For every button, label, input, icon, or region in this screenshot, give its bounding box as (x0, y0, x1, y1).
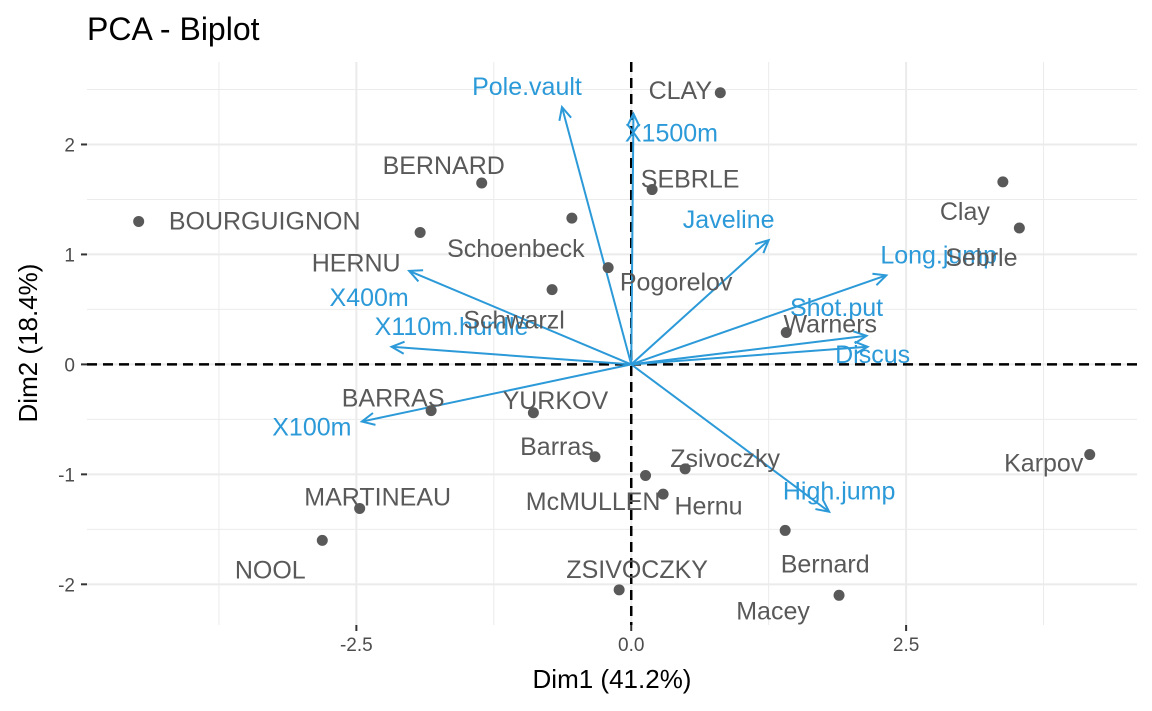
point-schwarzl (546, 284, 558, 296)
individual-label: BARRAS (342, 385, 445, 413)
x-tick-label: 2.5 (893, 635, 919, 656)
arrow-head (558, 104, 572, 122)
point-barras (425, 405, 437, 417)
point-zsivoczky (613, 584, 625, 596)
point-schoenbeck (566, 212, 578, 224)
point-clay (997, 176, 1009, 188)
individual-label: Pogorelov (620, 269, 733, 297)
point-karpov (1084, 449, 1096, 461)
variable-label: X400m (330, 284, 409, 312)
x-axis-title: Dim1 (41.2%) (533, 664, 692, 694)
variable-label: High.jump (783, 478, 896, 506)
point-mcmullen (657, 488, 669, 500)
arrow-javeline (630, 239, 770, 366)
arrow-head (626, 111, 641, 127)
x-tick-label: 0.0 (618, 635, 644, 656)
point-pogorelov (602, 262, 614, 274)
point-hernu (640, 469, 652, 481)
arrow-head (854, 340, 870, 355)
arrow-head (872, 272, 889, 286)
arrow-long-jump (630, 274, 887, 366)
variable-label: X100m (272, 414, 351, 442)
point-martineau (354, 502, 366, 514)
individual-label: McMULLEN (526, 488, 661, 516)
point-bourguignon (133, 215, 145, 227)
individual-label: CLAY (649, 77, 713, 105)
variable-label: Long.jump (880, 241, 997, 269)
variable-label: Discus (835, 341, 910, 369)
chart-title: PCA - Biplot (87, 11, 260, 47)
arrow-shot-put (631, 334, 867, 366)
individual-label: Zsivoczky (670, 445, 780, 473)
arrow-head (389, 340, 405, 355)
y-tick-label: -2 (58, 575, 75, 596)
point-barras (589, 451, 601, 463)
y-axis-title: Dim2 (18.4%) (13, 264, 43, 423)
y-axis: -2 -1 0 1 2 (58, 135, 87, 596)
individual-label: Warners (784, 311, 878, 339)
point-yurkov (527, 407, 539, 419)
individual-label: NOOL (235, 556, 306, 584)
variable-label: X110m.hurdle (375, 313, 529, 341)
variable-label: Javeline (683, 206, 775, 234)
point-macey (833, 589, 845, 601)
individual-label: Karpov (1004, 450, 1084, 478)
point-nool (316, 534, 328, 546)
arrow-head (815, 498, 831, 514)
arrow-pole-vault (561, 106, 633, 365)
individual-label: Clay (940, 198, 991, 226)
x-axis: -2.5 0.0 2.5 (340, 625, 919, 656)
individual-label: Hernu (674, 492, 742, 520)
point-hernu (414, 226, 426, 238)
grid-lines (87, 62, 1137, 625)
y-tick-label: 1 (64, 245, 75, 266)
variable-label: Shot.put (790, 294, 883, 322)
point-clay (714, 87, 726, 99)
individual-label: Barras (520, 433, 594, 461)
y-tick-label: 0 (64, 355, 75, 376)
individual-label: BERNARD (383, 152, 505, 180)
variable-arrows: X100m Long.jump Shot.put High.jump X400mX110… (272, 73, 997, 514)
point-bernard (476, 177, 488, 189)
individual-label: Schoenbeck (447, 235, 585, 263)
x-tick-label: -2.5 (340, 635, 373, 656)
variable-label: X1500m (625, 120, 718, 148)
individual-points: SEBRLE CLAY BERNARD YURKOV ZSIVOCZKY McMULLEN… (133, 77, 1096, 625)
individual-label: Schwarzl (463, 307, 564, 335)
individual-label: HERNU (312, 249, 401, 277)
individual-label: Sebrle (945, 244, 1017, 272)
point-warners (780, 327, 792, 339)
arrow-head (407, 269, 424, 283)
individual-label: Macey (736, 597, 810, 625)
point-zsivoczky (679, 463, 691, 475)
individual-label: BOURGUIGNON (169, 207, 361, 235)
arrow-discus (631, 345, 868, 366)
y-tick-label: 2 (64, 135, 75, 156)
arrow-x110m-hurdle (391, 345, 632, 366)
y-tick-label: -1 (58, 465, 75, 486)
individual-label: MARTINEAU (304, 483, 451, 511)
arrow-x400m (408, 270, 632, 366)
point-sebrle (646, 184, 658, 196)
point-bernard (779, 524, 791, 536)
individual-label: ZSIVOCZKY (566, 556, 708, 584)
arrow-high-jump (630, 363, 830, 513)
individual-label: Bernard (781, 550, 870, 578)
arrow-head (754, 238, 771, 254)
arrow-x100m (361, 363, 632, 423)
point-sebrle (1013, 222, 1025, 234)
arrow-x1500m (630, 113, 635, 365)
variable-label: Pole.vault (472, 73, 582, 101)
plot-panel (87, 62, 1137, 625)
arrow-head (359, 412, 376, 426)
individual-label: YURKOV (503, 387, 609, 415)
arrow-head (852, 330, 869, 345)
individual-label: SEBRLE (641, 166, 740, 194)
